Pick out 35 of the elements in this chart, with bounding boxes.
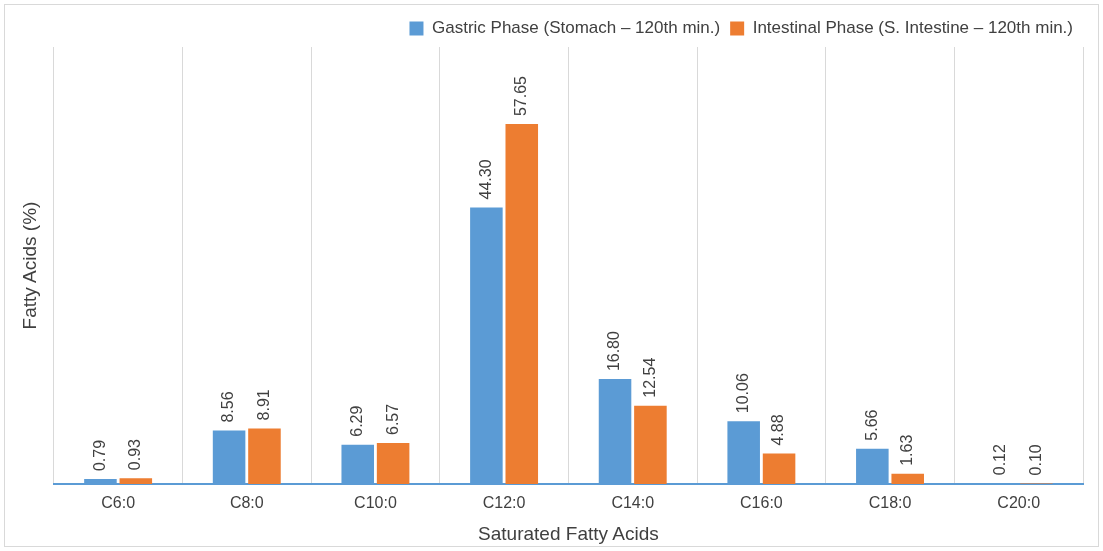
x-tick-label: C8:0 xyxy=(229,494,264,512)
x-tick-label: C20:0 xyxy=(997,494,1041,512)
x-tick-label: C18:0 xyxy=(868,494,912,512)
y-axis-title: Fatty Acids (%) xyxy=(18,201,40,330)
bar xyxy=(505,124,539,484)
data-label: 8.91 xyxy=(254,389,272,421)
x-tick-label: C10:0 xyxy=(354,494,397,512)
x-tick-label: C16:0 xyxy=(740,494,783,512)
data-label: 5.66 xyxy=(862,409,880,441)
data-label: 12.54 xyxy=(640,357,658,398)
bar xyxy=(891,473,924,484)
data-label: 1.63 xyxy=(898,434,916,466)
bar xyxy=(248,428,281,484)
data-label: 16.80 xyxy=(605,330,623,372)
data-label: 57.65 xyxy=(512,75,530,117)
data-label: 0.93 xyxy=(126,438,144,471)
data-label: 0.79 xyxy=(90,439,108,472)
data-label: 10.06 xyxy=(734,373,752,414)
data-label: 8.56 xyxy=(219,391,237,423)
x-tick-label: C12:0 xyxy=(482,494,526,512)
data-label: 6.29 xyxy=(348,405,366,437)
data-label: 0.10 xyxy=(1026,444,1044,476)
legend-label: Gastric Phase (Stomach – 120th min.) xyxy=(431,18,721,38)
x-tick-label: C14:0 xyxy=(611,494,655,512)
bar xyxy=(119,478,153,484)
bar xyxy=(634,405,667,484)
data-label: 4.88 xyxy=(769,414,787,446)
data-label: 6.57 xyxy=(383,403,401,435)
legend-label: Intestinal Phase (S. Intestine – 120th min.) xyxy=(752,18,1073,38)
data-label: 0.12 xyxy=(991,444,1009,476)
x-axis-title: Saturated Fatty Acids xyxy=(478,522,659,544)
bar xyxy=(376,442,410,484)
x-tick-label: C6:0 xyxy=(101,494,136,512)
bar xyxy=(762,453,796,484)
data-label: 44.30 xyxy=(476,159,494,200)
